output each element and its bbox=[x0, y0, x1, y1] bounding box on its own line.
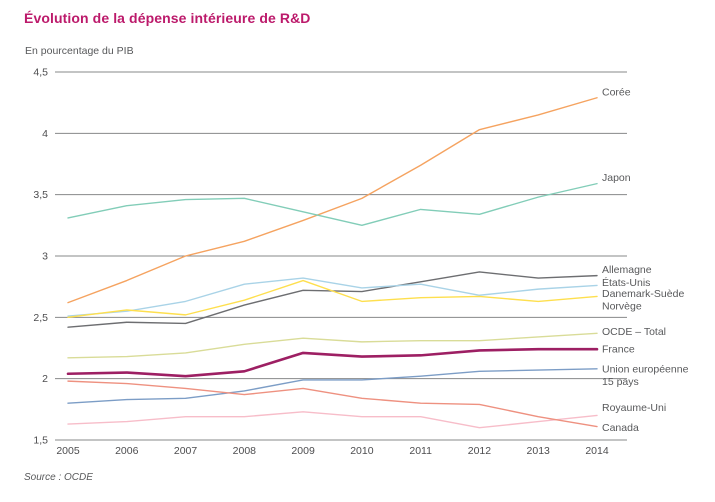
y-tick-label: 3 bbox=[42, 251, 48, 263]
series-line-ocde-total bbox=[67, 332, 598, 359]
x-tick-label: 2008 bbox=[233, 445, 257, 457]
x-tick-label: 2005 bbox=[56, 445, 80, 457]
series-label-allemagne: Allemagne bbox=[602, 264, 652, 276]
y-tick-label: 4,5 bbox=[33, 67, 48, 79]
series-line-royaume-uni bbox=[67, 411, 598, 429]
x-tick-label: 2010 bbox=[350, 445, 374, 457]
series-line-japon bbox=[67, 182, 598, 227]
series-label-ocde-total: OCDE – Total bbox=[602, 326, 666, 338]
series-label-union-europeenne-15-pays: Union européenne bbox=[602, 363, 689, 375]
series-label-coree: Corée bbox=[602, 86, 631, 98]
series-label-france: France bbox=[602, 344, 635, 356]
x-tick-label: 2014 bbox=[585, 445, 609, 457]
x-tick-label: 2007 bbox=[174, 445, 198, 457]
series-line-union-europeenne-15-pays bbox=[67, 368, 598, 404]
y-tick-label: 2 bbox=[42, 373, 48, 385]
y-tick-label: 2,5 bbox=[33, 312, 48, 324]
series-label-canada: Canada bbox=[602, 422, 639, 434]
series-label-union-europeenne-15-pays: 15 pays bbox=[602, 376, 639, 388]
x-tick-label: 2009 bbox=[291, 445, 315, 457]
x-tick-label: 2006 bbox=[115, 445, 139, 457]
series-label-japon: Japon bbox=[602, 172, 631, 184]
x-tick-label: 2013 bbox=[527, 445, 551, 457]
series-label-danemark-suede-norvege: Danemark-Suède bbox=[602, 288, 684, 300]
source-caption: Source : OCDE bbox=[24, 472, 93, 483]
y-axis-unit-label: En pourcentage du PIB bbox=[25, 45, 134, 57]
series-line-etats-unis bbox=[67, 277, 598, 317]
x-tick-label: 2011 bbox=[409, 445, 432, 457]
y-tick-label: 4 bbox=[42, 128, 48, 140]
series-line-france bbox=[66, 347, 599, 378]
series-label-danemark-suede-norvege: Norvège bbox=[602, 300, 642, 312]
page-title: Évolution de la dépense intérieure de R&… bbox=[24, 10, 311, 26]
series-line-coree bbox=[67, 97, 598, 304]
series-label-royaume-uni: Royaume-Uni bbox=[602, 402, 666, 414]
y-tick-label: 1,5 bbox=[33, 435, 48, 447]
series-label-etats-unis: États-Unis bbox=[602, 276, 650, 289]
series-line-canada bbox=[67, 380, 598, 428]
series-line-danemark-suede-norvege bbox=[67, 279, 598, 319]
x-tick-label: 2012 bbox=[468, 445, 492, 457]
y-tick-label: 3,5 bbox=[33, 189, 48, 201]
